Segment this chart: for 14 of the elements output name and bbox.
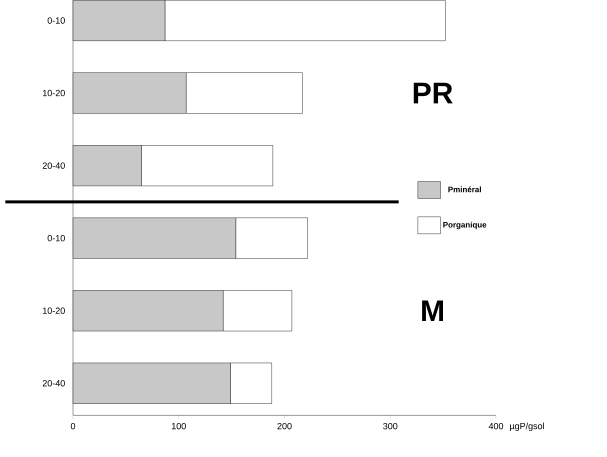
x-tick-label: 100	[172, 422, 186, 430]
annotation: PR	[414, 82, 453, 104]
y-tick-label: 0-10	[48, 17, 65, 24]
y-tick-label: 10-20	[42, 307, 65, 314]
x-tick-label: 400	[488, 422, 504, 430]
y-tick-label: 20-40	[42, 380, 65, 386]
y-tick-label: 20-40	[42, 162, 65, 169]
x-tick-label: 300	[383, 422, 398, 430]
x-tick-label: 0	[70, 422, 76, 430]
x-axis-title: µgP/gsol	[510, 422, 544, 431]
annotation: M	[422, 300, 444, 321]
y-tick-label: 10-20	[42, 90, 65, 96]
x-tick-label: 200	[277, 422, 292, 430]
y-tick-label: 0-10	[48, 234, 65, 242]
